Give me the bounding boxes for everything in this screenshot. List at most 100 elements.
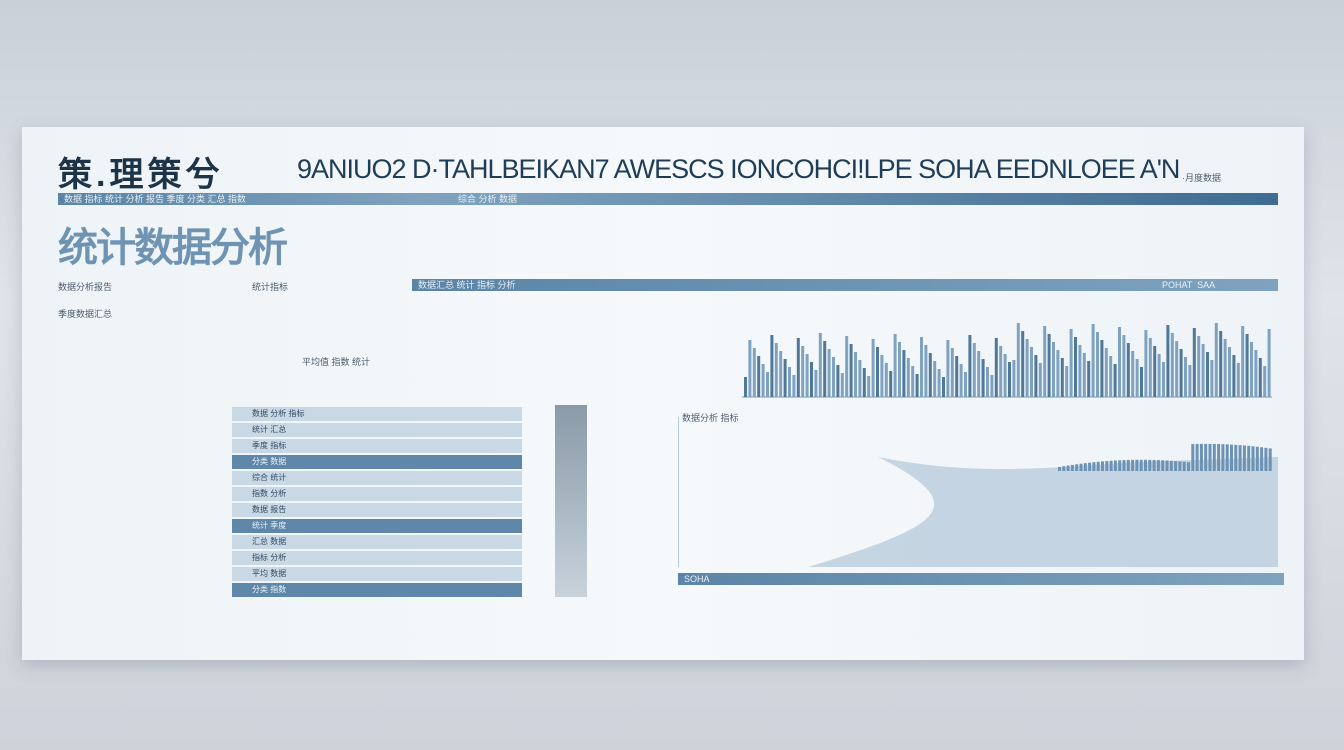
bar <box>1096 332 1099 397</box>
bar <box>981 359 985 397</box>
bar <box>1131 351 1135 397</box>
chart-label: 数据分析 指标 <box>682 413 739 423</box>
bar <box>858 360 862 397</box>
caption: 平均值 指数 统计 <box>302 357 371 367</box>
bar <box>1153 346 1157 397</box>
table-row: 平均 数据 <box>232 567 522 581</box>
bar <box>911 366 915 397</box>
bar <box>1199 443 1203 471</box>
bar <box>840 373 844 397</box>
bar <box>1012 360 1016 397</box>
bar <box>1092 462 1096 471</box>
bar <box>1223 339 1227 397</box>
bar <box>1191 444 1195 471</box>
bar <box>1088 462 1092 471</box>
bar <box>924 345 928 397</box>
bar <box>836 365 840 397</box>
bar <box>1060 358 1064 397</box>
bar <box>1175 341 1179 397</box>
bar <box>1066 465 1070 471</box>
bar <box>1169 460 1173 471</box>
data-table: 数据 分析 指标 统计 汇总 季度 指标 分类 数据 综合 统计 指数 分析 数据 报告 统计… <box>232 407 522 599</box>
bar <box>1091 324 1095 397</box>
bar <box>1052 342 1055 397</box>
bar <box>862 368 866 397</box>
chart-band: SOHA <box>678 573 1284 585</box>
bar <box>898 342 901 397</box>
section-band: 数据汇总 统计 指标 分析 POHAT SAA <box>412 279 1278 291</box>
bar <box>1187 462 1190 471</box>
bar <box>1079 463 1083 471</box>
bar <box>1182 461 1186 471</box>
bar <box>986 367 989 397</box>
bar <box>1212 443 1216 471</box>
bar <box>1030 347 1033 397</box>
bar <box>1038 363 1042 397</box>
bar <box>942 377 945 397</box>
bar-chart <box>742 323 1272 398</box>
bar <box>766 372 769 397</box>
bar <box>1078 345 1082 397</box>
bar <box>1135 359 1139 397</box>
table-row: 统计 季度 <box>232 519 522 533</box>
bar <box>1122 335 1126 397</box>
bar <box>867 376 871 397</box>
bar <box>1161 460 1165 471</box>
bar <box>994 338 998 397</box>
bar <box>748 340 752 397</box>
table-row: 分类 指数 <box>232 583 522 597</box>
bar <box>933 361 937 397</box>
bar <box>823 341 827 397</box>
bar <box>1197 336 1201 397</box>
bar <box>1217 444 1221 471</box>
bar <box>880 355 884 397</box>
bar <box>827 349 831 397</box>
table-row: 指标 分析 <box>232 551 522 565</box>
bar <box>783 359 787 397</box>
area-chart <box>678 417 1278 567</box>
bar <box>884 363 888 397</box>
bar <box>1221 444 1225 471</box>
bar <box>1208 443 1212 471</box>
bar <box>1263 366 1267 397</box>
bar <box>1201 344 1205 397</box>
bar <box>1162 362 1165 397</box>
bar <box>1021 331 1025 397</box>
bar <box>788 367 791 397</box>
bar <box>770 335 774 397</box>
caption: 季度数据汇总 <box>58 309 113 319</box>
bar <box>792 375 796 397</box>
bar <box>832 357 835 397</box>
section-band-label: 数据汇总 统计 指标 分析 <box>418 280 516 290</box>
bar <box>955 356 959 397</box>
bar <box>1131 459 1135 471</box>
bar <box>1230 444 1233 471</box>
bar <box>1056 350 1060 397</box>
bar <box>1105 461 1109 471</box>
bar <box>1148 338 1152 397</box>
bar <box>1157 354 1161 397</box>
bar <box>757 356 761 397</box>
bar <box>990 375 994 397</box>
header-band: 数据 指标 统计 分析 报告 季度 分类 汇总 指数 <box>58 193 428 205</box>
bar <box>1148 459 1152 471</box>
bar <box>1219 331 1223 397</box>
bar <box>744 377 747 397</box>
bar <box>1264 447 1268 471</box>
bar <box>1184 357 1187 397</box>
table-row: 季度 指标 <box>232 439 522 453</box>
bar <box>1065 366 1069 397</box>
bar <box>1192 328 1196 397</box>
bar <box>1195 443 1199 471</box>
bar <box>1242 445 1246 471</box>
bar <box>1255 446 1259 471</box>
bar <box>964 372 967 397</box>
bar <box>1101 461 1104 471</box>
bar <box>1156 460 1160 471</box>
bar <box>1118 327 1121 397</box>
bar <box>761 364 765 397</box>
table-row: 统计 汇总 <box>232 423 522 437</box>
title-cn: 策.理策兮 <box>58 156 224 194</box>
bar <box>902 350 906 397</box>
bar <box>814 370 818 397</box>
